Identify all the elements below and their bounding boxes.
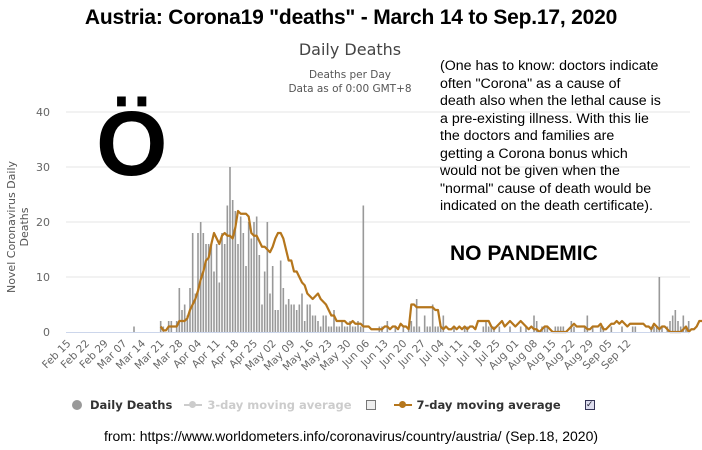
svg-text:20: 20 [36,216,50,229]
chart-subtitle-line-2: Data as of 0:00 GMT+8 [288,83,412,95]
chart-subtitle: Deaths per Day Data as of 0:00 GMT+8 [220,68,480,96]
main-title: Austria: Corona19 "deaths" - March 14 to… [84,6,618,29]
legend-item-7day-average[interactable]: 7-day moving average ✓ [393,398,601,412]
source-citation: from: https://www.worldometers.info/coro… [103,428,599,444]
legend-label: 7-day moving average [416,398,561,412]
legend-item-3day-average[interactable]: 3-day moving average [184,398,381,412]
legend-label: 3-day moving average [207,398,352,412]
note-annotation: (One has to know: doctors indicate often… [440,58,661,214]
daily-deaths-bars [133,167,690,332]
legend-label: Daily Deaths [90,398,173,412]
big-letter-annotation: Ö [96,93,168,195]
chart-subtitle-line-1: Deaths per Day [308,69,392,81]
line-marker-icon [184,400,203,410]
seven-day-average-line [159,209,702,334]
line-marker-icon [393,400,412,410]
chart-legend: Daily Deaths 3-day moving average 7-day … [72,398,613,412]
chart-title: Daily Deaths [298,40,402,59]
gridlines [66,111,690,278]
y-axis-title: Novel Coronavirus Daily Deaths [5,160,31,294]
stamp-annotation: NO PANDEMIC [450,242,598,265]
y-axis-ticks: 0 10 20 30 40 [36,106,50,339]
svg-text:30: 30 [36,161,50,174]
svg-text:40: 40 [36,106,50,119]
checkbox-3day[interactable] [365,400,376,410]
svg-text:0: 0 [43,326,50,339]
circle-icon [72,400,82,410]
svg-text:10: 10 [36,271,50,284]
legend-item-daily-deaths[interactable]: Daily Deaths [72,398,172,412]
checkbox-7day[interactable]: ✓ [584,400,595,410]
